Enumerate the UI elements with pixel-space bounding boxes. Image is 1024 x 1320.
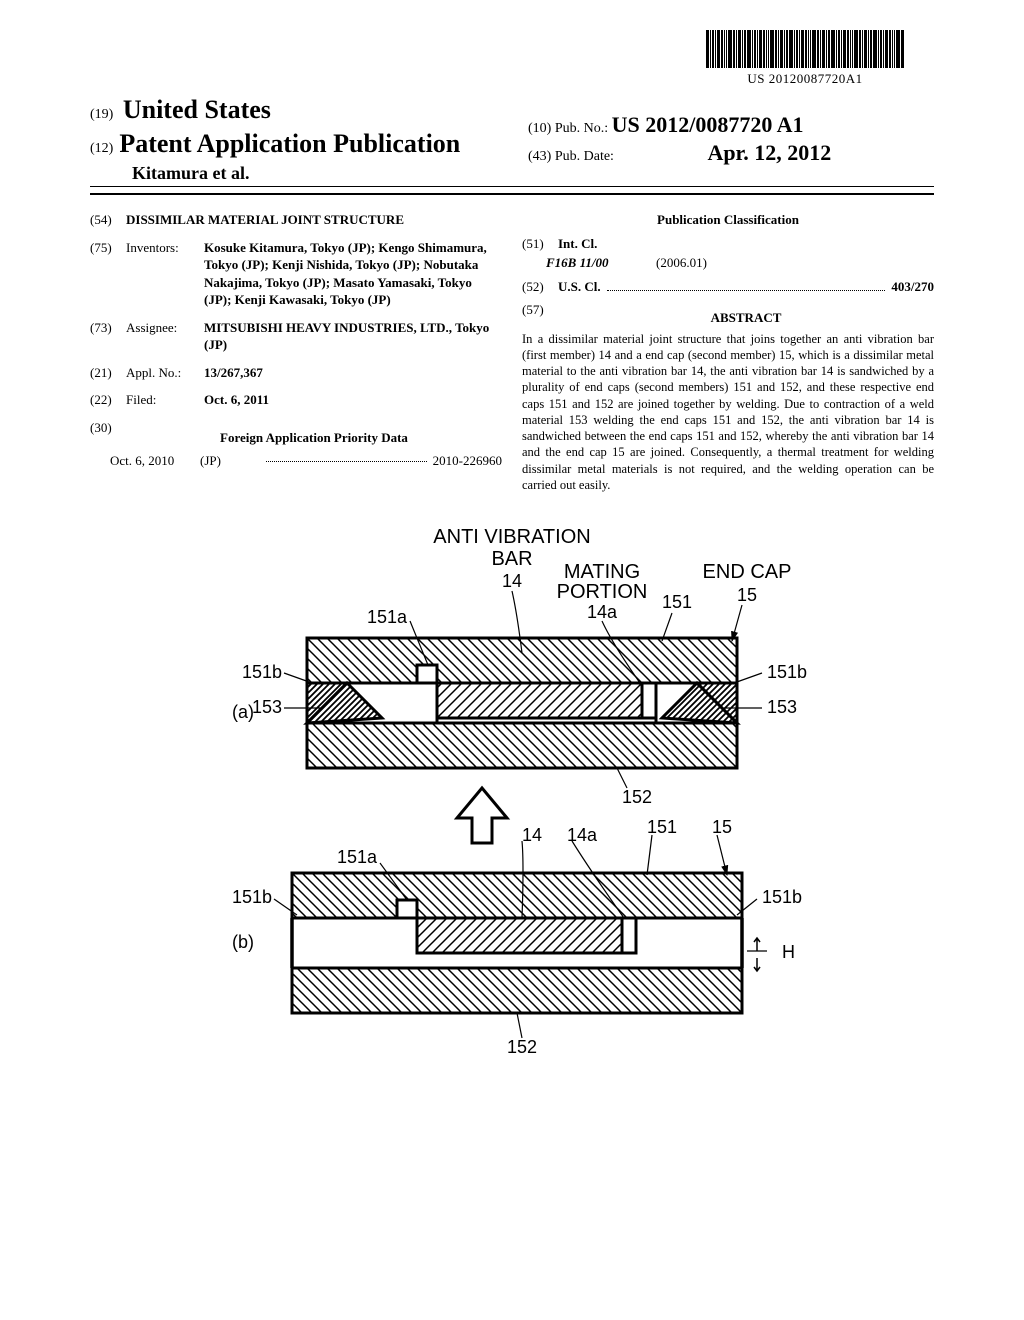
- title-num: (54): [90, 211, 126, 229]
- inventors-num: (75): [90, 239, 126, 309]
- fig-lbl-152-a: 152: [622, 787, 652, 807]
- fig-lbl-151-top: 151: [662, 592, 692, 612]
- fig-a-bar: [437, 683, 647, 718]
- rule-thin: [90, 186, 934, 187]
- inventors-list: Kosuke Kitamura, Tokyo (JP); Kengo Shima…: [204, 240, 487, 308]
- fig-up-arrow-icon: [457, 788, 507, 843]
- fig-lbl-portion: PORTION: [557, 581, 648, 603]
- intcl-label: Int. Cl.: [558, 236, 597, 251]
- fig-lbl-H: H: [782, 942, 795, 962]
- item43-num: (43): [528, 149, 551, 164]
- lead-152-a: [617, 768, 627, 788]
- fap-dots: [266, 452, 427, 462]
- fig-title-bar: BAR: [491, 548, 532, 570]
- fig-a-notch: [417, 665, 437, 683]
- left-column: (54) DISSIMILAR MATERIAL JOINT STRUCTURE…: [90, 211, 502, 493]
- fig-lbl-14-top: 14: [502, 571, 522, 591]
- assignee-label: Assignee:: [126, 319, 204, 354]
- fig-b-notch-r: [622, 918, 636, 953]
- fig-b-notch: [397, 900, 417, 918]
- abstract-body: In a dissimilar material joint structure…: [522, 331, 934, 494]
- assignee-val: MITSUBISHI HEAVY INDUSTRIES, LTD., Tokyo…: [204, 319, 502, 354]
- filed-val: Oct. 6, 2011: [204, 392, 269, 407]
- fig-a-notch-r: [642, 683, 656, 718]
- fig-lbl-14a-top: 14a: [587, 602, 618, 622]
- right-column: Publication Classification (51) Int. Cl.…: [522, 211, 934, 493]
- uscl-dots: [607, 281, 886, 291]
- invention-title: DISSIMILAR MATERIAL JOINT STRUCTURE: [126, 211, 502, 229]
- fig-lbl-153-a-right: 153: [767, 697, 797, 717]
- fig-lbl-151a-top: 151a: [367, 607, 408, 627]
- fig-lbl-15-mid: 15: [712, 817, 732, 837]
- fig-lbl-152-b: 152: [507, 1037, 537, 1057]
- fig-title-top: ANTI VIBRATION: [433, 526, 590, 548]
- uscl-num: (52): [522, 278, 558, 296]
- patent-figure: ANTI VIBRATION BAR 14 MATING PORTION 14a…: [172, 523, 852, 1063]
- item19-num: (19): [90, 107, 113, 122]
- fig-b-cap-top: [292, 873, 742, 918]
- fig-lbl-15-top: 15: [737, 585, 757, 605]
- fig-lbl-151b-a-left: 151b: [242, 662, 282, 682]
- assignee-num: (73): [90, 319, 126, 354]
- lead-15-b: [717, 835, 727, 875]
- uscl-label: U.S. Cl.: [558, 278, 601, 296]
- item12-num: (12): [90, 141, 113, 157]
- pubclass-title: Publication Classification: [522, 211, 934, 229]
- fig-b-bar: [417, 918, 627, 953]
- fig-lbl-151a-mid: 151a: [337, 847, 378, 867]
- lead-15-a: [732, 605, 742, 641]
- fig-lbl-151b-a-right: 151b: [767, 662, 807, 682]
- intcl-code: F16B 11/00: [546, 254, 656, 272]
- item12-label: Patent Application Publication: [119, 129, 460, 159]
- fig-lbl-b: (b): [232, 932, 254, 952]
- figure-area: ANTI VIBRATION BAR 14 MATING PORTION 14a…: [90, 523, 934, 1063]
- item10-num: (10): [528, 121, 551, 136]
- header-right: (10) Pub. No.: US 2012/0087720 A1 (43) P…: [528, 112, 831, 166]
- intcl-num: (51): [522, 235, 558, 253]
- lead-151-b: [647, 835, 652, 875]
- pub-number: US 2012/0087720 A1: [612, 112, 804, 137]
- fig-lbl-14-mid: 14: [522, 825, 542, 845]
- fig-b-cap-bottom: [292, 968, 742, 1013]
- abstract-title: ABSTRACT: [558, 309, 934, 327]
- rule-thick: [90, 193, 934, 195]
- fig-lbl-153-a-left: 153: [252, 697, 282, 717]
- arrow-H-up: [754, 938, 760, 951]
- item10-label: Pub. No.:: [555, 121, 608, 136]
- filed-num: (22): [90, 391, 126, 409]
- fig-a-cap-top: [307, 638, 737, 683]
- fap-appnum: 2010-226960: [433, 452, 502, 470]
- fig-lbl-a: (a): [232, 702, 254, 722]
- fig-lbl-151b-b-right: 151b: [762, 887, 802, 907]
- fig-lbl-151-mid: 151: [647, 817, 677, 837]
- barcode-number: US 20120087720A1: [706, 71, 904, 87]
- fig-lbl-151b-b-left: 151b: [232, 887, 272, 907]
- fig-lbl-mating: MATING: [564, 561, 640, 583]
- authors-short: Kitamura et al.: [132, 163, 934, 184]
- appl-val: 13/267,367: [204, 365, 263, 380]
- item43-label: Pub. Date:: [555, 149, 614, 164]
- fap-cc: (JP): [200, 452, 260, 470]
- intcl-year: (2006.01): [656, 254, 707, 272]
- fap-num: (30): [90, 419, 126, 453]
- item19-country: United States: [123, 95, 271, 124]
- filed-label: Filed:: [126, 391, 204, 409]
- pub-date: Apr. 12, 2012: [707, 140, 831, 165]
- abs-num: (57): [522, 301, 558, 331]
- fig-a-cap-bottom: [307, 723, 737, 768]
- biblio-columns: (54) DISSIMILAR MATERIAL JOINT STRUCTURE…: [90, 211, 934, 493]
- appl-label: Appl. No.:: [126, 364, 204, 382]
- fig-lbl-endcap: END CAP: [703, 561, 792, 583]
- uscl-val: 403/270: [891, 278, 934, 296]
- inventors-label: Inventors:: [126, 239, 204, 309]
- fap-title: Foreign Application Priority Data: [126, 429, 502, 447]
- arrow-H-down: [754, 958, 760, 971]
- barcode-stripes: [706, 30, 904, 68]
- fap-date: Oct. 6, 2010: [90, 452, 200, 470]
- barcode: US 20120087720A1: [706, 30, 904, 87]
- fig-lbl-14a-mid: 14a: [567, 825, 598, 845]
- lead-152-b: [517, 1013, 522, 1038]
- appl-num: (21): [90, 364, 126, 382]
